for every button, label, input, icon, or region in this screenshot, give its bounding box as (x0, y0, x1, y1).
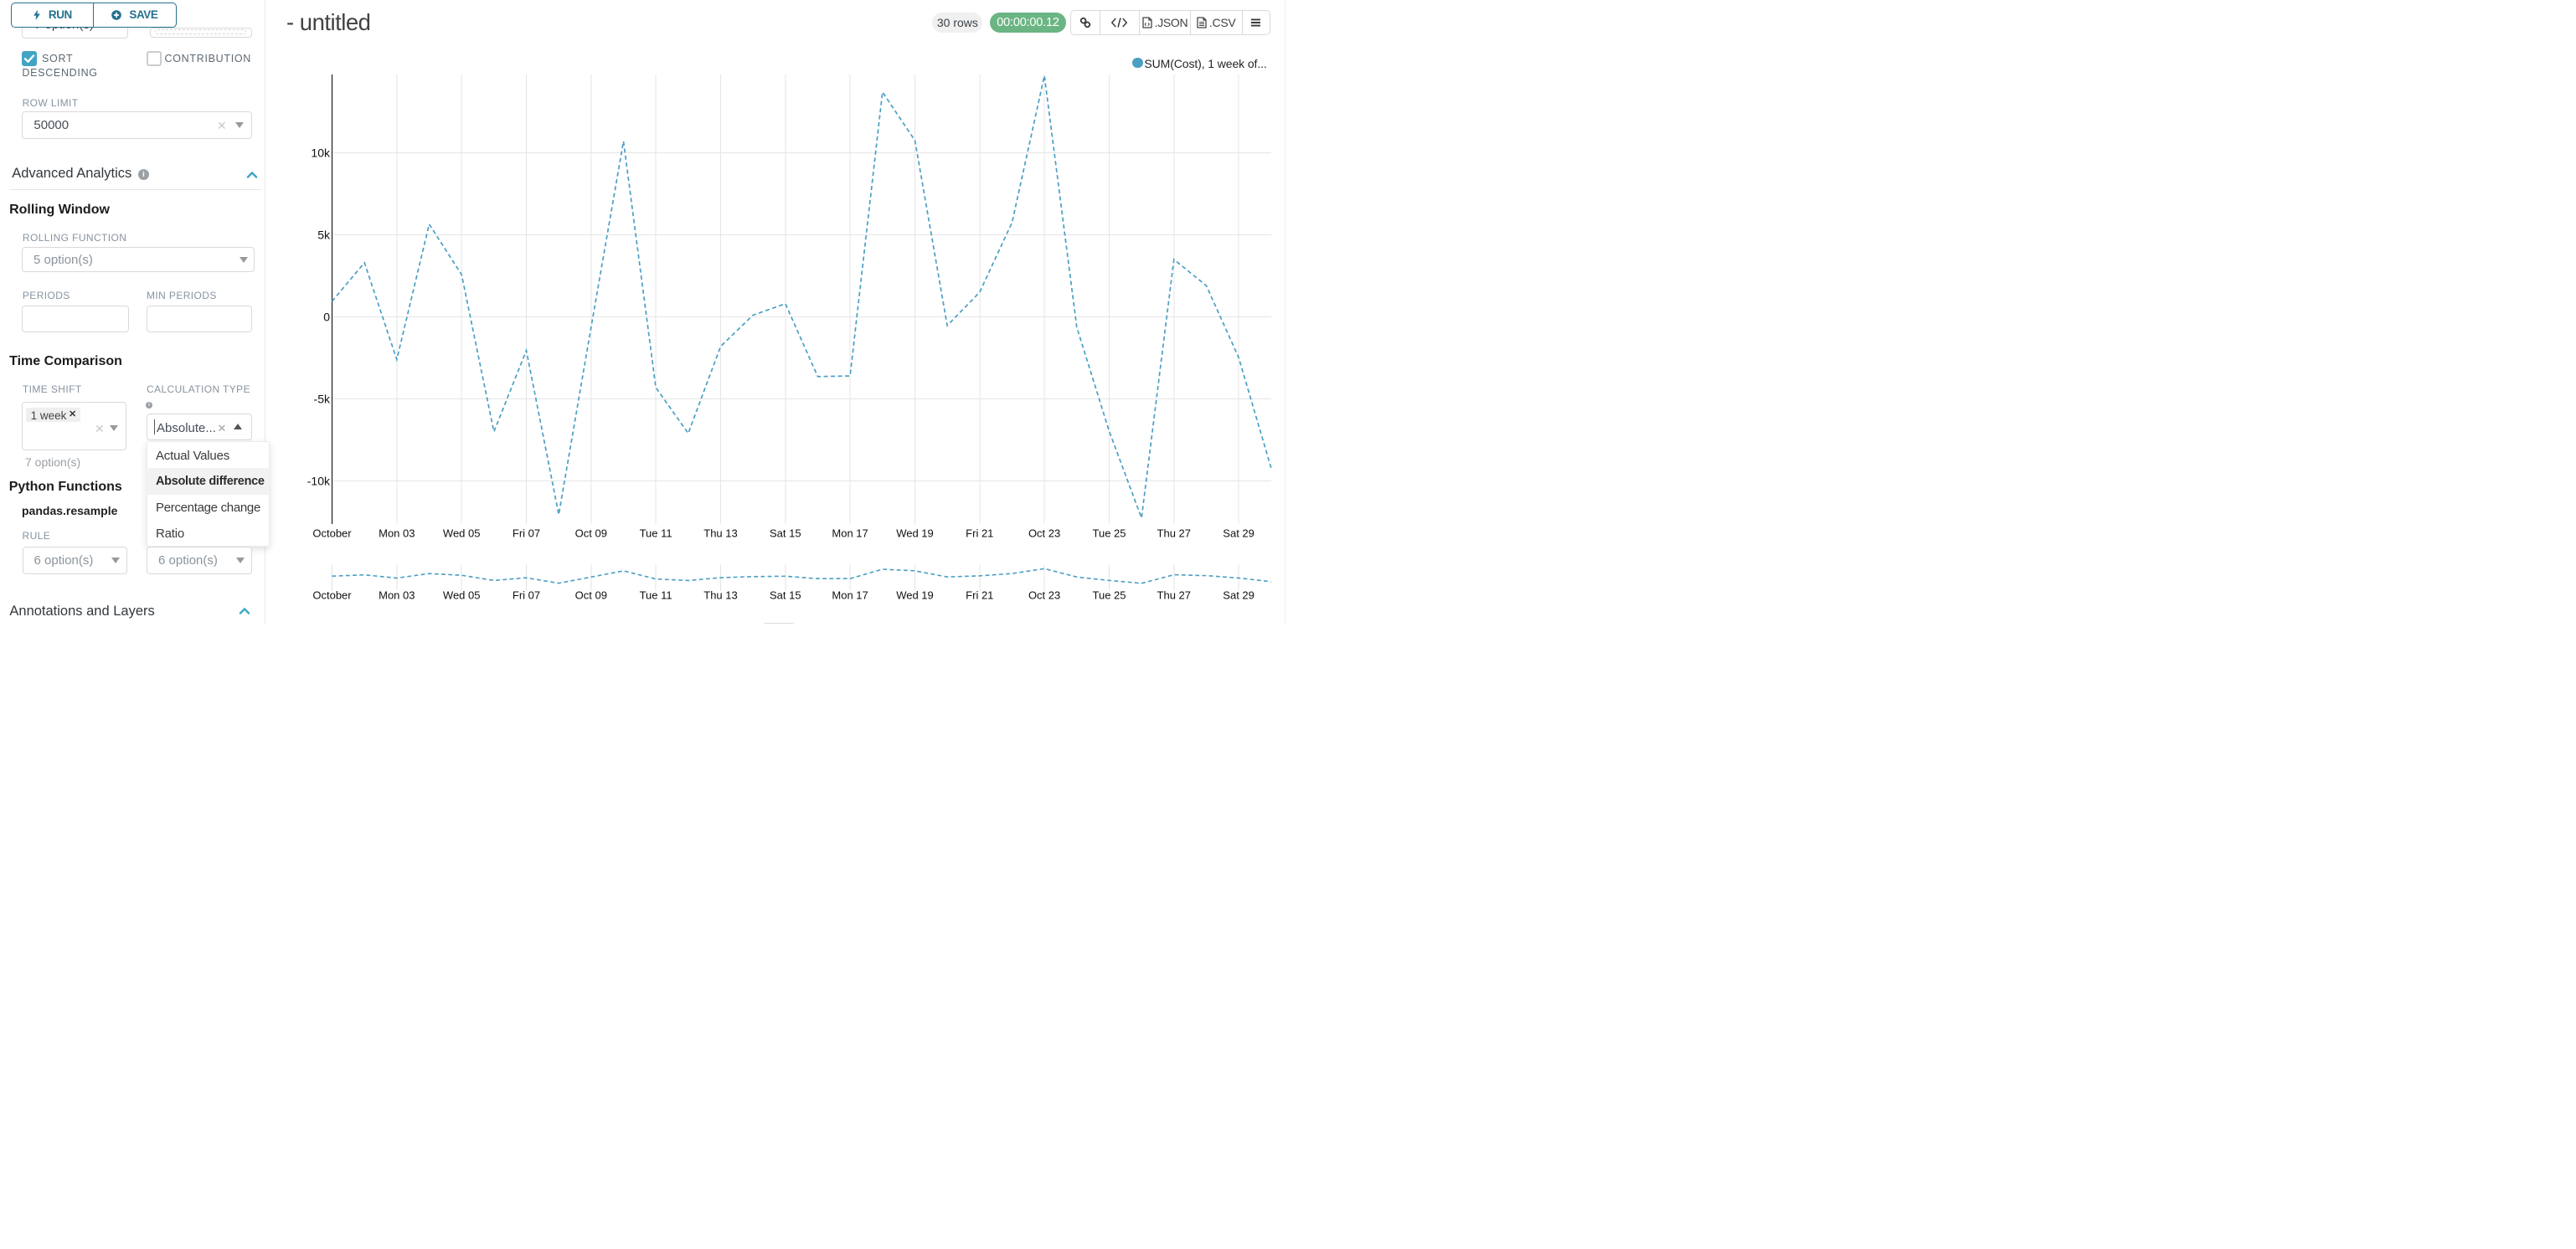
svg-text:Fri 07: Fri 07 (513, 589, 540, 602)
svg-text:Fri 21: Fri 21 (966, 527, 993, 540)
svg-text:Wed 05: Wed 05 (443, 527, 481, 540)
svg-text:5k: 5k (317, 229, 331, 242)
svg-text:10k: 10k (311, 146, 331, 160)
svg-text:Mon 17: Mon 17 (832, 527, 868, 540)
svg-text:Wed 05: Wed 05 (443, 589, 481, 602)
svg-text:Thu 13: Thu 13 (703, 589, 737, 602)
svg-text:Sat 15: Sat 15 (770, 589, 801, 602)
svg-text:Fri 21: Fri 21 (966, 589, 993, 602)
svg-text:October: October (312, 589, 352, 602)
svg-text:Sat 15: Sat 15 (770, 527, 801, 540)
svg-text:Thu 27: Thu 27 (1157, 589, 1191, 602)
svg-text:Mon 17: Mon 17 (832, 589, 868, 602)
svg-text:Tue 25: Tue 25 (1093, 527, 1126, 540)
svg-text:-5k: -5k (314, 393, 331, 406)
svg-text:Mon 03: Mon 03 (379, 589, 415, 602)
svg-text:Oct 23: Oct 23 (1028, 527, 1060, 540)
svg-text:Thu 13: Thu 13 (703, 527, 737, 540)
svg-text:October: October (312, 527, 352, 540)
svg-text:Tue 11: Tue 11 (640, 527, 672, 540)
svg-text:Sat 29: Sat 29 (1223, 527, 1255, 540)
svg-text:Wed 19: Wed 19 (896, 589, 934, 602)
svg-text:Fri 07: Fri 07 (513, 527, 540, 540)
svg-text:Oct 09: Oct 09 (575, 589, 607, 602)
svg-text:0: 0 (323, 311, 330, 324)
svg-text:Wed 19: Wed 19 (896, 527, 934, 540)
svg-text:Mon 03: Mon 03 (379, 527, 415, 540)
svg-text:Thu 27: Thu 27 (1157, 527, 1191, 540)
svg-text:Oct 09: Oct 09 (575, 527, 607, 540)
svg-text:Tue 11: Tue 11 (640, 589, 672, 602)
svg-text:Tue 25: Tue 25 (1093, 589, 1126, 602)
svg-text:Sat 29: Sat 29 (1223, 589, 1255, 602)
svg-text:-10k: -10k (307, 475, 331, 488)
svg-text:Oct 23: Oct 23 (1028, 589, 1060, 602)
